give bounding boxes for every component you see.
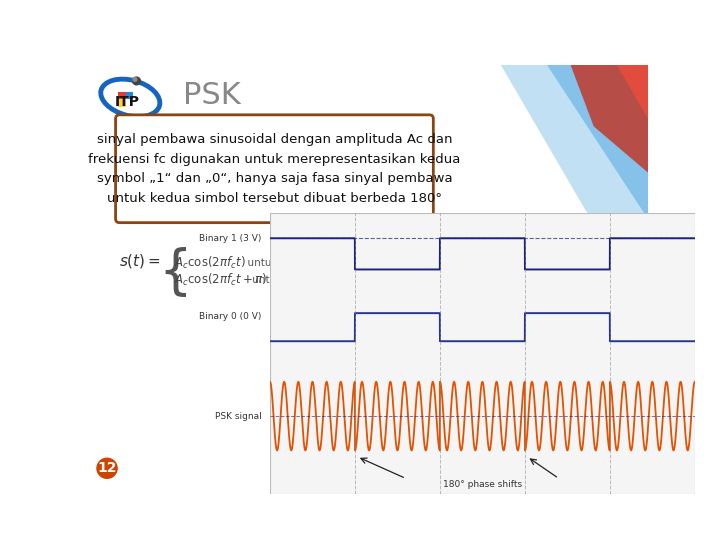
Text: $s(t) =$: $s(t) =$ <box>120 252 161 270</box>
Polygon shape <box>500 65 648 280</box>
Circle shape <box>132 77 140 85</box>
Text: sinyal pembawa sinusoidal dengan amplituda Ac dan
frekuensi fc digunakan untuk m: sinyal pembawa sinusoidal dengan amplitu… <box>89 133 461 205</box>
Text: untuk simbol '1': untuk simbol '1' <box>241 258 331 268</box>
FancyBboxPatch shape <box>116 115 433 222</box>
Polygon shape <box>617 65 648 119</box>
Text: 180° phase shifts: 180° phase shifts <box>443 480 522 489</box>
FancyBboxPatch shape <box>86 60 652 485</box>
Text: Binary 0 (0 V): Binary 0 (0 V) <box>199 312 261 321</box>
Polygon shape <box>570 65 648 173</box>
FancyBboxPatch shape <box>118 92 126 99</box>
Text: 2/27/2021: 2/27/2021 <box>575 467 628 476</box>
Text: Taufal hidayat MT. email
:taufal.hidayat@itp.ac.id: Taufal hidayat MT. email :taufal.hidayat… <box>446 448 620 479</box>
Text: ITP: ITP <box>114 94 140 109</box>
Text: {: { <box>158 247 192 299</box>
Text: PSK signal: PSK signal <box>215 411 261 421</box>
Text: $A_c \cos(2\pi f_c t)$: $A_c \cos(2\pi f_c t)$ <box>174 255 246 271</box>
FancyBboxPatch shape <box>126 92 133 99</box>
Text: PSK: PSK <box>183 81 240 110</box>
Text: Binary 1 (3 V): Binary 1 (3 V) <box>199 234 261 243</box>
Text: untuk simbol '0': untuk simbol '0' <box>249 275 336 286</box>
Text: $A_c \cos(2\pi f_c t + \pi)$: $A_c \cos(2\pi f_c t + \pi)$ <box>174 272 267 288</box>
Circle shape <box>133 78 137 82</box>
Text: 12: 12 <box>97 461 117 475</box>
Polygon shape <box>547 65 648 219</box>
Circle shape <box>97 458 117 478</box>
FancyBboxPatch shape <box>118 99 126 107</box>
FancyBboxPatch shape <box>270 213 695 494</box>
